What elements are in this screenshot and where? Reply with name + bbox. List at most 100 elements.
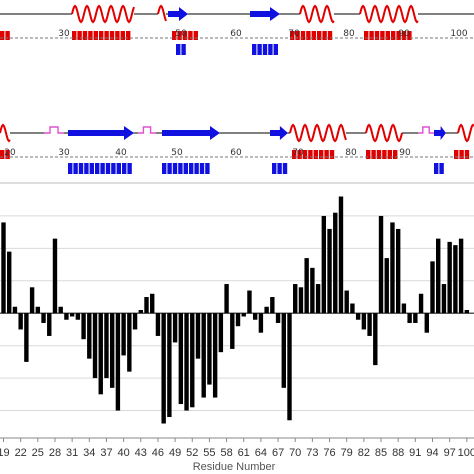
x-tick-label: 91 bbox=[409, 447, 421, 459]
helix-residue-box bbox=[407, 31, 412, 40]
helix-residue-box bbox=[313, 150, 318, 159]
helix-residue-box bbox=[385, 31, 390, 40]
strand-residue-box bbox=[272, 163, 277, 174]
x-tick-label: 64 bbox=[255, 447, 267, 459]
bar-residue-58 bbox=[224, 284, 229, 314]
bar-residue-97 bbox=[447, 241, 452, 314]
helix-residue-box bbox=[297, 150, 302, 159]
strand-residue-box bbox=[84, 163, 89, 174]
helix-symbol bbox=[157, 4, 167, 22]
bar-residue-63 bbox=[252, 313, 258, 320]
helix-residue-box bbox=[317, 31, 322, 40]
x-tick-label: 52 bbox=[186, 447, 198, 459]
turn-mask bbox=[44, 129, 64, 135]
helix-symbol bbox=[365, 123, 403, 143]
bar-residue-72 bbox=[304, 258, 309, 314]
helix-residue-box bbox=[5, 31, 10, 40]
bar-residue-91 bbox=[413, 313, 418, 323]
strand-residue-box bbox=[78, 163, 84, 174]
helix-residue-box bbox=[120, 31, 125, 40]
helix-residue-box bbox=[322, 31, 327, 40]
turn-symbol bbox=[418, 126, 434, 134]
x-tick-label: 85 bbox=[375, 447, 387, 459]
x-tick-label: 97 bbox=[444, 447, 456, 459]
helix-residue-box bbox=[366, 150, 371, 159]
bar-residue-32 bbox=[75, 313, 81, 320]
bar-residue-44 bbox=[144, 297, 149, 314]
strand-residue-box bbox=[434, 163, 439, 174]
strand-residue-box bbox=[199, 163, 205, 174]
bar-residue-42 bbox=[132, 313, 138, 330]
bar-residue-51 bbox=[184, 313, 189, 411]
strand-residue-box bbox=[205, 163, 210, 174]
helix-residue-box bbox=[126, 31, 131, 40]
bar-residue-82 bbox=[361, 313, 367, 330]
helix-residue-box bbox=[292, 150, 297, 159]
chart-gridlines bbox=[0, 215, 474, 439]
helix-symbol bbox=[299, 4, 335, 24]
helix-residue-box bbox=[387, 150, 392, 159]
strand-residue-box bbox=[127, 163, 132, 174]
bar-residue-62 bbox=[247, 290, 252, 314]
bar-residue-59 bbox=[230, 313, 235, 349]
x-tick-label: 22 bbox=[15, 447, 27, 459]
helix-residue-box bbox=[391, 31, 396, 40]
bar-residue-85 bbox=[378, 215, 384, 314]
x-tick-label: 73 bbox=[306, 447, 318, 459]
ruler-label: 80 bbox=[345, 148, 357, 158]
bar-residue-49 bbox=[172, 313, 178, 343]
ruler-label: 70 bbox=[292, 148, 304, 158]
bar-residue-21 bbox=[12, 306, 18, 314]
helix-symbol bbox=[289, 123, 347, 143]
bar-residue-31 bbox=[69, 313, 75, 317]
helix-residue-box bbox=[302, 150, 308, 159]
bar-residue-93 bbox=[424, 313, 429, 333]
bar-residue-57 bbox=[218, 313, 224, 353]
strand-residue-box bbox=[105, 163, 111, 174]
bar-residue-75 bbox=[321, 215, 327, 314]
helix-symbol bbox=[359, 4, 419, 24]
strand-residue-box bbox=[116, 163, 121, 174]
bar-residue-38 bbox=[109, 313, 115, 388]
helix-residue-box bbox=[324, 150, 329, 159]
helix-residue-box bbox=[319, 150, 324, 159]
helix-residue-box bbox=[72, 31, 77, 40]
strand-residue-box bbox=[162, 163, 167, 174]
bar-residue-22 bbox=[18, 313, 23, 330]
x-tick-label: 55 bbox=[203, 447, 215, 459]
strand-residue-box bbox=[68, 163, 73, 174]
strand-residue-box bbox=[439, 163, 444, 174]
strand-residue-box bbox=[181, 44, 186, 55]
strand-residue-box bbox=[89, 163, 94, 174]
secondary-structure-track-top: 30 50 60 70 80 90 100 bbox=[0, 4, 474, 55]
bar-residue-26 bbox=[41, 313, 46, 323]
strand-residue-box bbox=[262, 44, 268, 55]
strand-residue-box bbox=[176, 44, 181, 55]
strand-arrow bbox=[434, 126, 446, 140]
helix-residue-box bbox=[99, 31, 104, 40]
x-tick-label: 61 bbox=[238, 447, 250, 459]
helix-residue-box bbox=[0, 150, 5, 159]
helix-residue-box bbox=[306, 31, 311, 40]
bar-residue-71 bbox=[298, 287, 304, 314]
bar-residue-66 bbox=[270, 297, 275, 314]
ruler-label: 40 bbox=[115, 148, 127, 158]
bar-residue-100 bbox=[464, 310, 470, 314]
bar-residue-65 bbox=[264, 306, 269, 314]
strand-residue-box bbox=[73, 163, 78, 174]
strand-arrow bbox=[168, 7, 188, 21]
bar-residue-84 bbox=[373, 313, 378, 366]
helix-residue-box bbox=[290, 31, 295, 40]
x-tick-label: 58 bbox=[220, 447, 232, 459]
helix-residue-box bbox=[77, 31, 82, 40]
bar-residue-89 bbox=[401, 303, 407, 314]
strand-residue-box bbox=[277, 163, 282, 174]
helix-residue-box bbox=[308, 150, 313, 159]
helix-symbol bbox=[71, 4, 135, 24]
helix-residue-box bbox=[88, 31, 93, 40]
x-tick-label: 31 bbox=[66, 447, 78, 459]
bar-residue-25 bbox=[35, 306, 41, 314]
helix-residue-box bbox=[188, 31, 193, 40]
x-tick-label: 70 bbox=[289, 447, 301, 459]
helix-residue-box bbox=[295, 31, 300, 40]
